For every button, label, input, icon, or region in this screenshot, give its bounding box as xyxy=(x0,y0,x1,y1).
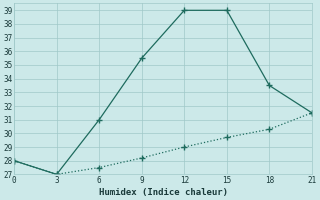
X-axis label: Humidex (Indice chaleur): Humidex (Indice chaleur) xyxy=(99,188,228,197)
